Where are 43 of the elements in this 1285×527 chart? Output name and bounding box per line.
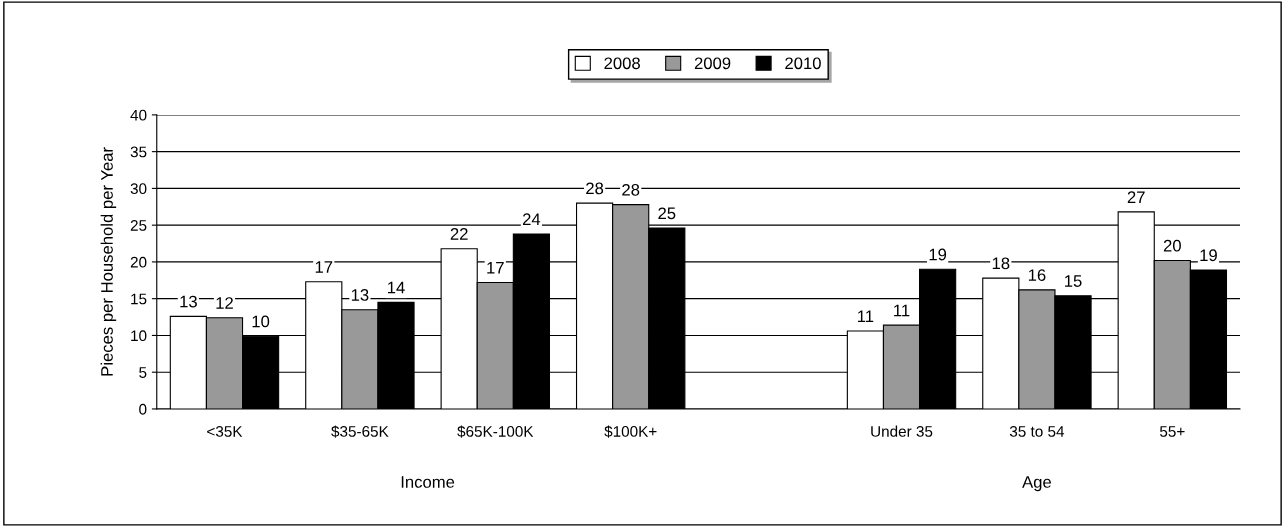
data-label: 11 <box>894 304 910 317</box>
y-tick-label: 5 <box>139 367 147 378</box>
legend-label: 2009 <box>694 57 731 70</box>
x-tick-label: Under 35 <box>871 425 933 437</box>
legend-label: 2010 <box>785 57 821 70</box>
x-tick-label: 35 to 54 <box>1009 426 1065 437</box>
data-label: 25 <box>658 207 676 220</box>
data-label: 27 <box>1127 191 1145 203</box>
legend-label: 2008 <box>604 57 640 70</box>
y-tick-label: 35 <box>130 146 147 158</box>
data-label: 28 <box>622 183 640 196</box>
y-tick-label: 30 <box>130 183 147 195</box>
data-label: 11 <box>858 310 874 323</box>
data-label: 19 <box>1200 249 1217 262</box>
y-tick-label: 20 <box>130 256 147 268</box>
data-label: 20 <box>1163 239 1181 252</box>
x-tick-label: $65K-100K <box>457 425 534 438</box>
y-tick-label: 25 <box>130 220 147 231</box>
y-tick-label: 15 <box>131 293 147 305</box>
y-tick-label: 40 <box>130 109 147 121</box>
data-label: 19 <box>929 248 947 261</box>
data-label: 17 <box>487 262 504 274</box>
x-tick-label: 55+ <box>1159 426 1185 437</box>
x-tick-label: $100K+ <box>604 425 657 438</box>
y-tick-label: 10 <box>131 330 147 342</box>
x-tick-label: $35-65K <box>331 425 389 438</box>
data-label: 28 <box>586 182 604 195</box>
data-label: 14 <box>387 281 405 294</box>
data-label: 13 <box>180 295 197 308</box>
data-label: 18 <box>992 257 1010 270</box>
text: Income <box>401 476 455 488</box>
x-tick-label: <35K <box>207 426 243 437</box>
data-label: 10 <box>252 315 270 328</box>
data-label: 22 <box>450 228 468 240</box>
data-label: 12 <box>216 297 233 309</box>
y-axis-title: Pieces per Household per Year <box>100 147 117 376</box>
data-label: 24 <box>522 213 541 225</box>
text: Age <box>1022 476 1051 492</box>
data-label: 13 <box>351 289 369 301</box>
data-label: 15 <box>1065 275 1082 287</box>
y-tick-label: 0 <box>139 403 147 415</box>
data-label: 16 <box>1028 269 1046 282</box>
data-label: 17 <box>315 261 333 273</box>
